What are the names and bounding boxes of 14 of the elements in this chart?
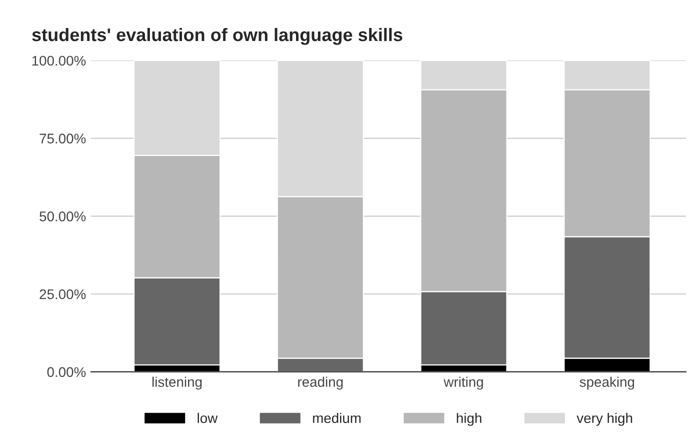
x-tick-label: speaking <box>580 376 634 390</box>
x-tick-label: listening <box>152 376 202 390</box>
y-tick-label: 50.00% <box>40 211 86 222</box>
legend-label: very high <box>576 412 632 426</box>
chart-title: students' evaluation of own language skills <box>32 28 402 45</box>
y-tick-label: 0.00% <box>47 367 86 378</box>
x-tick-label: reading <box>298 376 343 390</box>
legend-label: medium <box>313 412 361 424</box>
y-tick-label: 75.00% <box>40 134 86 144</box>
y-tick-label: 25.00% <box>40 289 86 300</box>
y-tick-label: 100.00% <box>32 56 86 66</box>
legend-label: low <box>198 412 218 424</box>
legend-label: high <box>456 412 482 426</box>
x-tick-label: writing <box>444 376 483 390</box>
